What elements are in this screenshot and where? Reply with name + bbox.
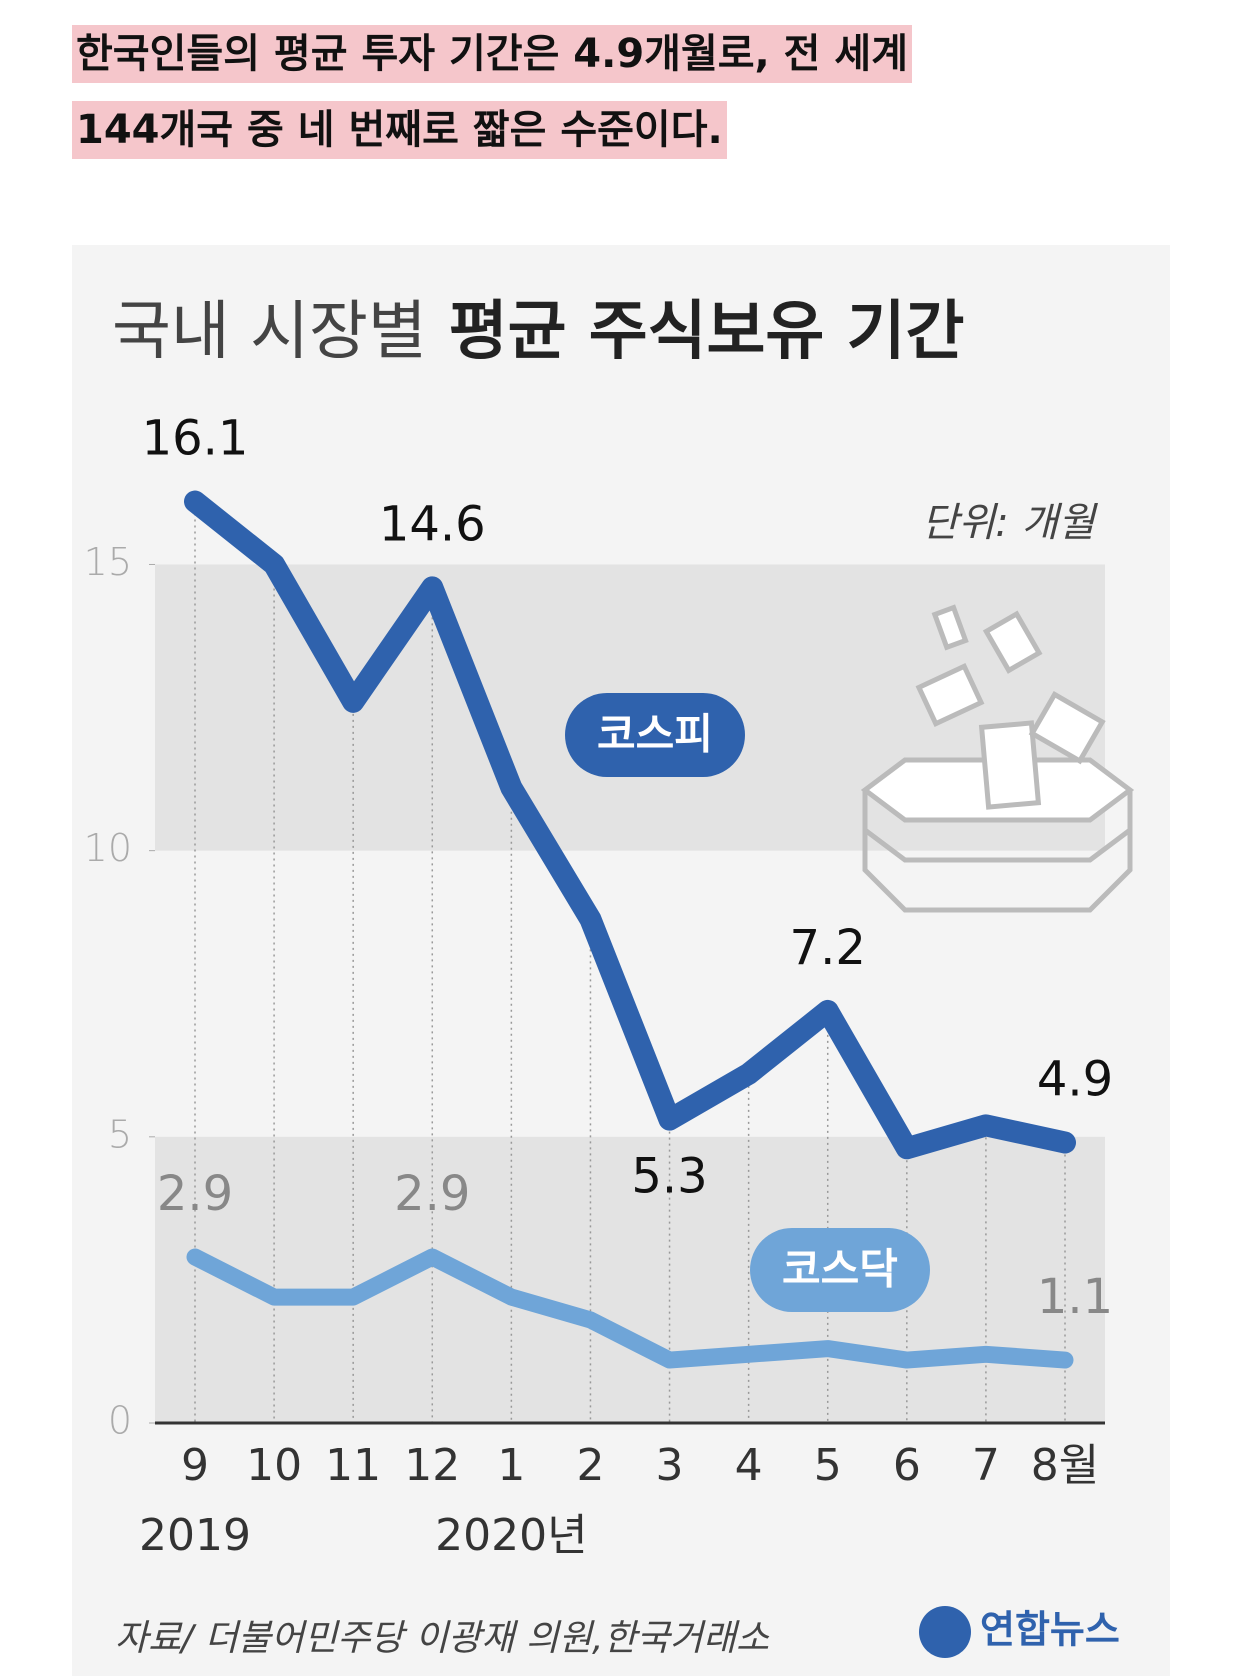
data-label: 4.9: [1037, 1052, 1113, 1108]
data-label: 2.9: [394, 1166, 470, 1222]
series-line: [184, 490, 1076, 1160]
data-label: 7.2: [790, 920, 866, 976]
x-year-label: 2019: [139, 1510, 251, 1561]
y-tick-label: 15: [84, 540, 132, 584]
logo-icon: [919, 1606, 971, 1658]
x-year-label: 2020년: [435, 1510, 587, 1561]
panel: [72, 245, 1170, 1676]
legend-pill: [565, 693, 745, 777]
data-label: 1.1: [1037, 1269, 1113, 1325]
unit-label: 단위: 개월: [922, 500, 1099, 546]
x-tick-label: 5: [814, 1440, 842, 1491]
title-bold: 평균 주식보유 기간: [449, 295, 965, 369]
data-label: 5.3: [631, 1149, 707, 1205]
caption-line: 144개국 중 네 번째로 짧은 수준이다.: [72, 101, 727, 159]
legend-pill: [750, 1228, 930, 1312]
legend-label: 코스피: [597, 710, 713, 759]
logo: 연합뉴스: [980, 1608, 1120, 1652]
x-tick-label: 3: [656, 1440, 684, 1491]
ballot-box-illustration: [860, 604, 1135, 913]
title-light: 국내 시장별: [112, 295, 427, 369]
data-label: 2.9: [157, 1166, 233, 1222]
x-tick-label: 2: [576, 1440, 604, 1491]
x-tick-label: 8월: [1031, 1440, 1099, 1491]
x-tick-label: 7: [972, 1440, 1000, 1491]
x-tick-label: 11: [325, 1440, 381, 1491]
x-tick-label: 4: [735, 1440, 763, 1491]
source: 자료/ 더불어민주당 이광재 의원,한국거래소: [115, 1618, 770, 1659]
band: [155, 1136, 1105, 1423]
caption: 한국인들의 평균 투자 기간은 4.9개월로, 전 세계 144개국 중 네 번…: [72, 16, 913, 168]
x-tick-label: 9: [181, 1440, 209, 1491]
data-label: 14.6: [379, 496, 486, 552]
y-tick-label: 5: [108, 1112, 132, 1156]
chart-title: 국내 시장별 평균 주식보유 기간: [112, 295, 964, 369]
legend-label: 코스닥: [782, 1245, 898, 1294]
series-line: [186, 1248, 1074, 1369]
x-tick-label: 10: [246, 1440, 302, 1491]
caption-line: 한국인들의 평균 투자 기간은 4.9개월로, 전 세계: [72, 25, 913, 83]
x-tick-label: 1: [497, 1440, 525, 1491]
x-tick-label: 6: [893, 1440, 921, 1491]
y-tick-label: 0: [108, 1399, 132, 1443]
data-label: 16.1: [142, 411, 249, 467]
y-tick-label: 10: [84, 826, 132, 870]
x-tick-label: 12: [404, 1440, 460, 1491]
